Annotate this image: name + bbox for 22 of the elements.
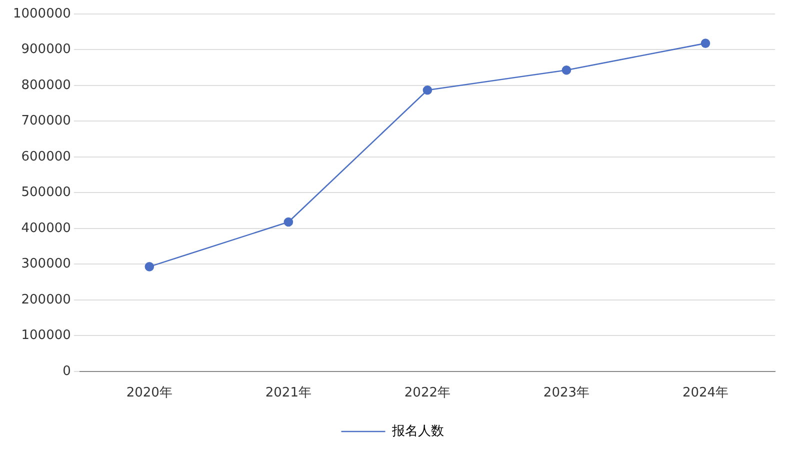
point [562, 65, 572, 75]
y-tick-label: 300000 [21, 256, 71, 272]
x-tick-label: 2021年 [265, 386, 312, 401]
y-tick-label: 400000 [21, 220, 71, 236]
x-tick-label: 2020年 [126, 386, 172, 401]
y-tick-label: 0 [62, 364, 71, 379]
x-tick-label: 2023年 [543, 386, 590, 401]
point [144, 262, 154, 272]
point [700, 38, 710, 48]
point [284, 217, 294, 227]
x-tick-label: 2022年 [404, 386, 450, 401]
y-tick-label: 700000 [21, 114, 71, 129]
x-tick-label: 2024年 [682, 386, 729, 401]
y-tick-label: 900000 [21, 42, 71, 58]
y-tick-label: 200000 [21, 292, 71, 308]
y-tick-label: 600000 [21, 149, 71, 164]
legend-label: 报名人数 [390, 424, 444, 439]
y-tick-label: 800000 [21, 78, 71, 93]
y-tick-label: 500000 [21, 185, 71, 200]
y-tick-label: 100000 [21, 328, 71, 344]
point [422, 85, 432, 95]
y-tick-label: 1000000 [12, 6, 71, 22]
